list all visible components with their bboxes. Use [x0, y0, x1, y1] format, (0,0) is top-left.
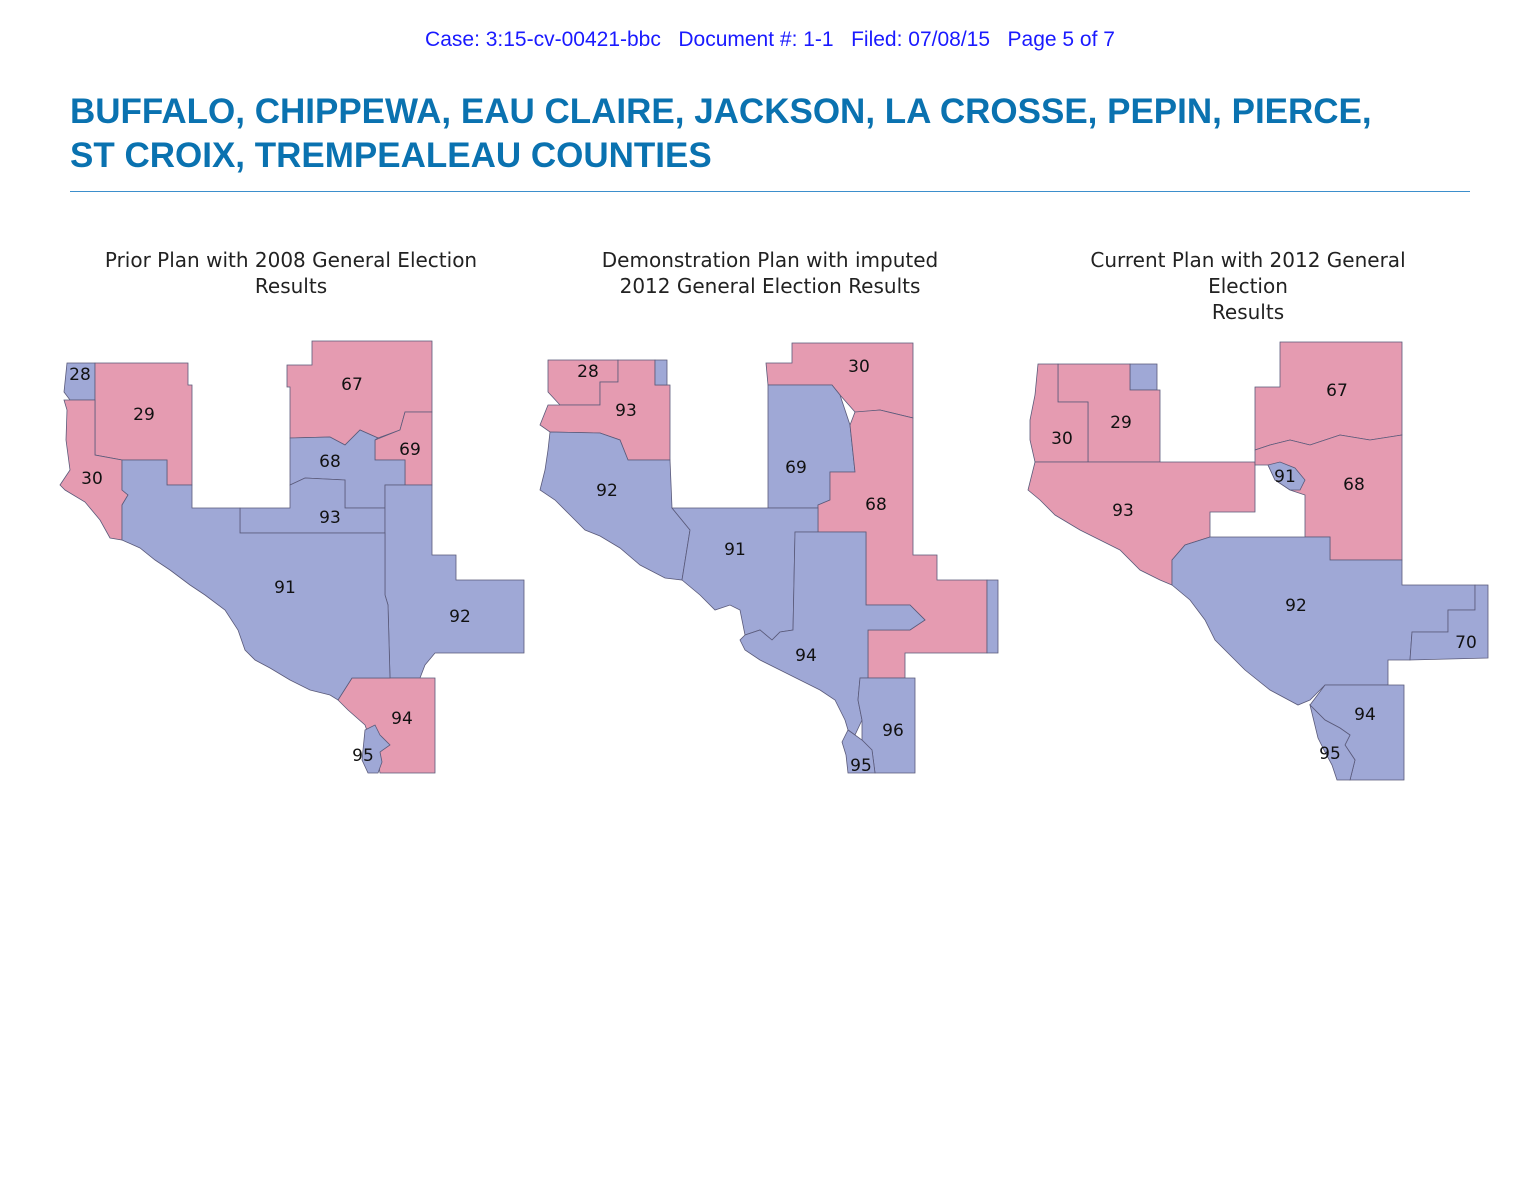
district-91 [121, 459, 391, 701]
district-label: 30 [848, 357, 870, 377]
district-label: 69 [785, 458, 807, 478]
caption-line-1: Prior Plan with 2008 General Election [104, 248, 478, 272]
district-94 [739, 531, 926, 736]
map-caption-current: Current Plan with 2012 General Election … [1048, 247, 1448, 325]
district-label: 94 [391, 709, 413, 729]
district-label: 29 [1110, 413, 1132, 433]
district-70 [1409, 584, 1489, 661]
title-line-2: ST CROIX, TREMPEALEAU COUNTIES [70, 136, 712, 175]
district-92 [1171, 536, 1476, 706]
district-label: 68 [319, 452, 341, 472]
case-header: Case: 3:15-cv-00421-bbc Document #: 1-1 … [425, 28, 1115, 51]
district-label: 95 [1319, 744, 1341, 764]
district-label: 28 [577, 362, 599, 382]
district-label: 92 [1285, 596, 1307, 616]
caption-line-1: Demonstration Plan with imputed [601, 248, 939, 272]
district-95 [841, 729, 876, 774]
title-divider [70, 191, 1470, 192]
district-label: 30 [1051, 429, 1073, 449]
caption-line-2: Results [254, 274, 328, 298]
district-93 [1027, 461, 1256, 586]
district-label: 94 [795, 646, 817, 666]
title-line-1: BUFFALO, CHIPPEWA, EAU CLAIRE, JACKSON, … [70, 92, 1372, 131]
district-north-strip [1129, 363, 1158, 391]
district-label: 30 [81, 469, 103, 489]
district-label: 96 [882, 721, 904, 741]
map-caption-demonstration: Demonstration Plan with imputed 2012 Gen… [570, 247, 970, 299]
map-prior-plan: 28 29 30 67 68 69 91 92 93 94 95 [59, 340, 525, 774]
district-label: 92 [449, 607, 471, 627]
district-label: 91 [274, 578, 296, 598]
district-label: 95 [850, 756, 872, 776]
district-label: 95 [352, 746, 374, 766]
district-label: 68 [865, 495, 887, 515]
caption-line-2: Results [1211, 300, 1285, 324]
district-label: 92 [596, 481, 618, 501]
district-92-north-strip [654, 359, 668, 386]
district-label: 94 [1354, 705, 1376, 725]
district-95 [361, 724, 391, 774]
caption-line-1: Current Plan with 2012 General Election [1090, 248, 1406, 298]
district-label: 91 [1274, 467, 1296, 487]
page-title: BUFFALO, CHIPPEWA, EAU CLAIRE, JACKSON, … [70, 90, 1490, 178]
district-30 [59, 399, 129, 541]
district-label: 93 [1112, 501, 1134, 521]
district-label: 91 [724, 540, 746, 560]
district-92 [539, 431, 691, 581]
map-current-plan: 29 30 67 68 70 91 92 93 94 95 [1027, 341, 1489, 781]
map-caption-prior: Prior Plan with 2008 General Election Re… [91, 247, 491, 299]
district-label: 28 [69, 365, 91, 385]
district-east-strip [986, 579, 999, 654]
district-label: 29 [133, 405, 155, 425]
district-label: 70 [1455, 633, 1477, 653]
district-91 [1267, 461, 1306, 491]
district-92 [384, 484, 525, 679]
district-95 [1309, 703, 1356, 781]
district-label: 67 [341, 375, 363, 395]
district-label: 93 [319, 508, 341, 528]
map-demonstration-plan: 28 30 68 69 91 92 93 94 95 96 [539, 342, 999, 776]
caption-line-2: 2012 General Election Results [619, 274, 921, 298]
district-label: 69 [399, 440, 421, 460]
district-label: 68 [1343, 475, 1365, 495]
district-label: 67 [1326, 381, 1348, 401]
district-label: 93 [615, 401, 637, 421]
